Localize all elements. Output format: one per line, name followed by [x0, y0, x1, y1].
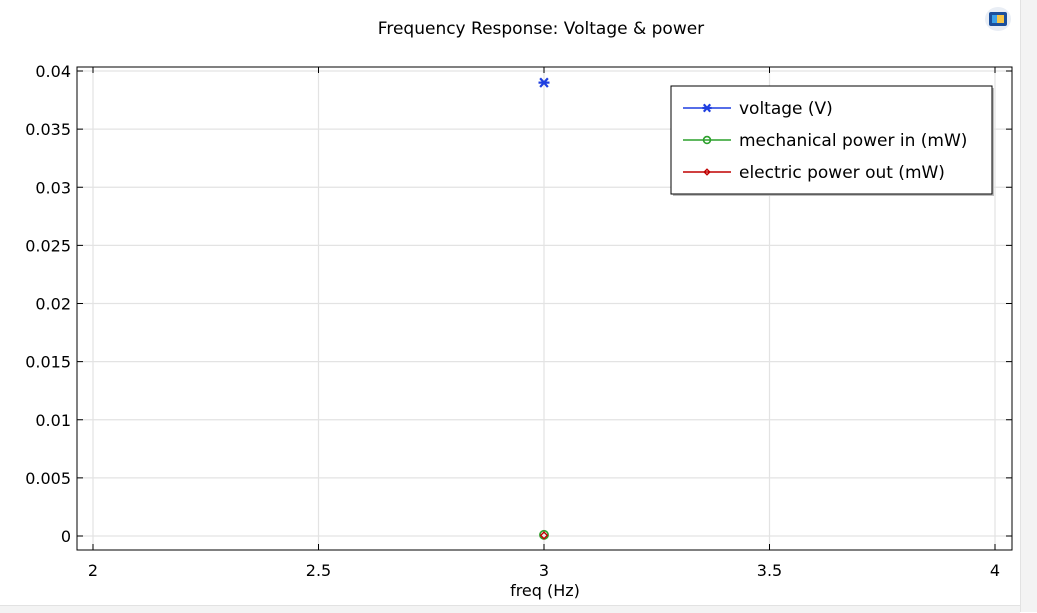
legend-marker: [703, 168, 711, 176]
scroll-strip-right: [1020, 0, 1037, 612]
x-tick-label: 2.5: [306, 561, 331, 580]
legend-marker: [702, 135, 712, 145]
y-tick-label: 0.015: [25, 353, 71, 372]
app-logo-icon: [985, 7, 1011, 31]
scroll-strip-bottom: [0, 605, 1020, 613]
x-axis-label: freq (Hz): [510, 581, 580, 600]
y-tick-label: 0.01: [35, 411, 71, 430]
y-tick-label: 0.03: [35, 178, 71, 197]
legend: voltage (V) mechanical power in (mW) elect…: [670, 85, 994, 196]
x-tick-label: 2: [88, 561, 98, 580]
y-tick-label: 0: [61, 527, 71, 546]
grid: [78, 68, 1011, 549]
data-point: [538, 77, 550, 88]
data-point: [539, 531, 549, 540]
y-tick-label: 0.02: [35, 295, 71, 314]
legend-label: electric power out (mW): [739, 163, 945, 183]
y-tick-label: 0.025: [25, 236, 71, 255]
axes: 2 2.5 3 3.5 4 0 0.005 0.01 0.015 0.02 0.025 0.03 0.0…: [25, 62, 1012, 580]
x-tick-label: 3.5: [757, 561, 782, 580]
y-tick-label: 0.005: [25, 469, 71, 488]
x-tick-label: 3: [539, 561, 549, 580]
legend-label: mechanical power in (mW): [739, 131, 967, 151]
data-marks: [538, 77, 550, 540]
x-tick-label: 4: [990, 561, 1000, 580]
y-tick-label: 0.035: [25, 120, 71, 139]
y-tick-label: 0.04: [35, 62, 71, 81]
chart-title: Frequency Response: Voltage & power: [378, 19, 704, 39]
legend-label: voltage (V): [739, 99, 833, 119]
legend-marker: [702, 103, 712, 113]
